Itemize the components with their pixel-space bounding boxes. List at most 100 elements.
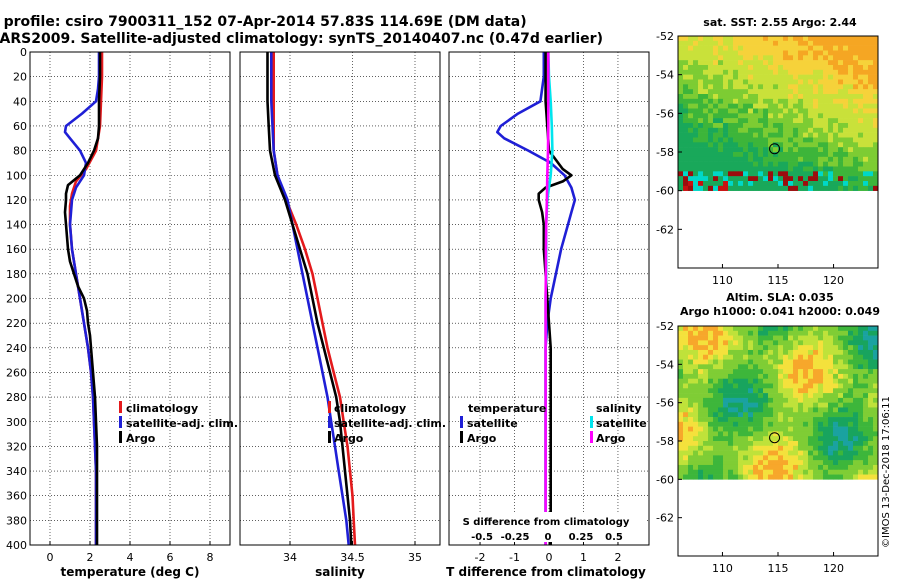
map-cell: [773, 340, 779, 346]
map-cell: [813, 108, 819, 114]
map-cell: [808, 340, 814, 346]
map-cell: [738, 474, 744, 480]
depth-tick-label: 340: [6, 465, 27, 478]
map-cell: [733, 407, 739, 413]
s-difference-axis-bg: [452, 512, 646, 542]
map-cell: [753, 185, 759, 191]
x-tick-label: 34: [283, 551, 297, 564]
map-cell: [813, 455, 819, 461]
map-cell: [678, 166, 684, 172]
map-cell: [693, 69, 699, 75]
map-cell: [678, 40, 684, 46]
map-cell: [678, 464, 684, 471]
map-cell: [693, 181, 699, 187]
map-cell: [838, 378, 844, 384]
map-cell: [773, 373, 779, 380]
map-cell: [858, 364, 864, 370]
map-cell: [863, 364, 869, 370]
map-cell: [728, 132, 734, 138]
map-cell: [773, 397, 779, 403]
map-cell: [773, 84, 779, 90]
x-tick-label: 4: [127, 551, 134, 564]
map-cell: [718, 152, 724, 158]
map-cell: [828, 436, 834, 442]
map-cell: [728, 383, 734, 389]
map-cell: [763, 455, 769, 461]
map-cell: [753, 84, 759, 90]
map-cell: [833, 417, 839, 423]
map-cell: [873, 421, 879, 427]
map-cell: [733, 161, 739, 167]
map-cell: [828, 383, 834, 389]
map-cell: [758, 326, 764, 332]
map-cell: [803, 474, 809, 480]
s-difference-axis-label: S difference from climatology: [463, 517, 630, 528]
map-cell: [783, 330, 789, 336]
map-cell: [713, 89, 719, 95]
map-cell: [873, 378, 879, 384]
map-cell: [858, 421, 864, 427]
map-cell: [798, 152, 804, 158]
map-cell: [753, 98, 759, 104]
map-cell: [723, 340, 729, 346]
map-cell: [718, 407, 724, 413]
map-cell: [718, 431, 724, 437]
map-cell: [788, 441, 794, 447]
map-cell: [833, 108, 839, 114]
map-cell: [788, 55, 794, 61]
map-cell: [688, 50, 694, 56]
map-cell: [723, 166, 729, 172]
map-cell: [793, 354, 799, 360]
map-cell: [863, 335, 869, 341]
map-cell: [708, 36, 714, 42]
map-cell: [738, 345, 744, 351]
map-cell: [803, 94, 809, 100]
map-cell: [818, 123, 824, 129]
map-cell: [843, 474, 849, 480]
map-cell: [718, 108, 724, 114]
map-cell: [728, 388, 734, 394]
map-cell: [708, 84, 714, 90]
map-cell: [743, 142, 749, 148]
map-cell: [758, 345, 764, 351]
map-cell: [763, 474, 769, 480]
map-cell: [738, 460, 744, 466]
map-cell: [858, 369, 864, 375]
map-cell: [723, 441, 729, 447]
map-cell: [813, 412, 819, 418]
map-cell: [848, 335, 854, 341]
legend-label-temp-argo: Argo: [467, 432, 497, 445]
map-cell: [738, 455, 744, 461]
map-cell: [743, 50, 749, 56]
map-cell: [718, 147, 724, 153]
map-cell: [873, 326, 879, 332]
map-cell: [738, 60, 744, 66]
map-cell: [863, 118, 869, 124]
map-cell: [723, 364, 729, 370]
map-cell: [793, 156, 799, 162]
map-cell: [828, 60, 834, 66]
map-cell: [828, 393, 834, 399]
map-cell: [718, 441, 724, 447]
map-cell: [788, 171, 794, 177]
map-cell: [813, 369, 819, 375]
map-cell: [838, 176, 844, 182]
map-cell: [693, 397, 699, 403]
map-cell: [828, 65, 834, 71]
map-cell: [798, 127, 804, 133]
map-cell: [753, 393, 759, 399]
map-cell: [783, 171, 789, 177]
map-cell: [698, 335, 704, 341]
map-cell: [713, 74, 719, 80]
map-cell: [798, 89, 804, 95]
map-cell: [718, 393, 724, 399]
map-cell: [678, 421, 684, 427]
map-cell: [803, 108, 809, 114]
map-cell: [768, 50, 774, 56]
map-cell: [823, 147, 829, 153]
map-cell: [743, 137, 749, 143]
map-cell: [703, 103, 709, 109]
map-cell: [868, 40, 874, 46]
map-cell: [698, 364, 704, 370]
map-cell: [683, 383, 689, 389]
